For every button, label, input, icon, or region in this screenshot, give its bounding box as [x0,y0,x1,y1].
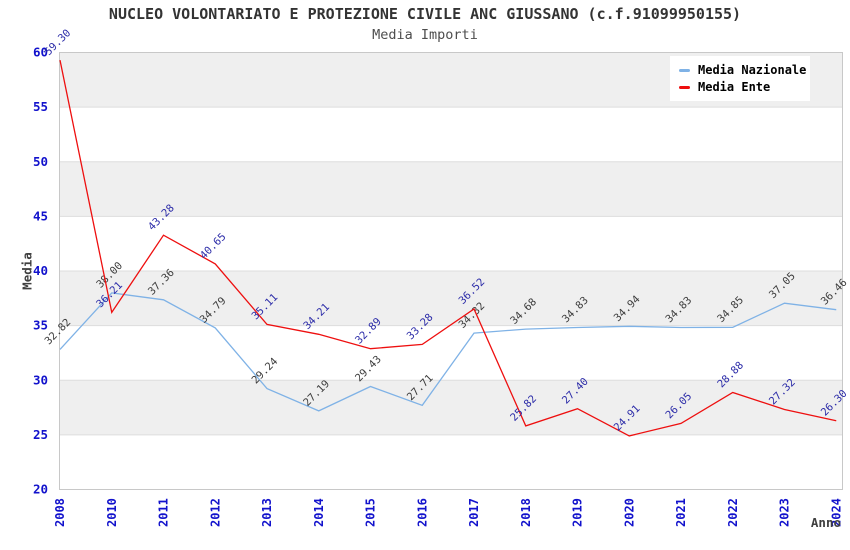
x-tick-label: 2008 [53,498,67,527]
y-tick-label: 35 [33,318,48,333]
x-tick-label: 2018 [519,498,533,527]
y-tick-label: 30 [33,372,48,387]
point-label: 29.43 [353,353,384,384]
x-tick-label: 2017 [467,498,481,527]
legend-item-media-nazionale: Media Nazionale [679,63,810,77]
x-tick-label: 2016 [415,498,429,527]
x-tick-label: 2012 [208,498,222,527]
chart-title: NUCLEO VOLONTARIATO E PROTEZIONE CIVILE … [108,5,742,23]
plot-border [59,52,843,490]
legend-label: Media Ente [698,80,771,94]
series-line-media-ente [59,59,837,437]
x-tick-label: 2021 [674,498,688,527]
y-tick-label: 25 [33,427,48,442]
plot-band [59,380,843,435]
x-tick-label: 2020 [622,498,636,527]
y-tick-label: 60 [33,45,48,60]
point-label: 40.65 [198,231,229,262]
x-tick-label: 2023 [778,498,792,527]
x-tick-label: 2022 [726,498,740,527]
y-tick-label: 55 [33,99,48,114]
y-tick-label: 45 [33,208,48,223]
chart-subtitle: Media Importi [372,27,478,43]
legend-swatch-media-nazionale [679,68,690,72]
y-tick-label: 20 [33,482,48,497]
series-line-media-nazionale [59,292,837,412]
y-tick-label: 40 [33,263,48,278]
y-tick-label: 50 [33,154,48,169]
x-axis-title: Anno [810,515,841,530]
x-tick-label: 2019 [571,498,585,527]
x-tick-label: 2015 [364,498,378,527]
plot-band [59,161,843,217]
x-tick-label: 2014 [312,498,326,527]
x-tick-label: 2024 [829,498,843,527]
x-tick-label: 2010 [105,498,119,527]
x-tick-label: 2011 [157,498,171,527]
legend-label: Media Nazionale [698,63,807,77]
legend-item-media-ente: Media Ente [679,80,810,94]
plot-band [59,271,843,326]
y-axis-title: Media [19,252,35,290]
legend: Media Nazionale Media Ente [670,56,810,101]
legend-swatch-media-ente [679,85,690,89]
x-tick-label: 2013 [260,498,274,527]
